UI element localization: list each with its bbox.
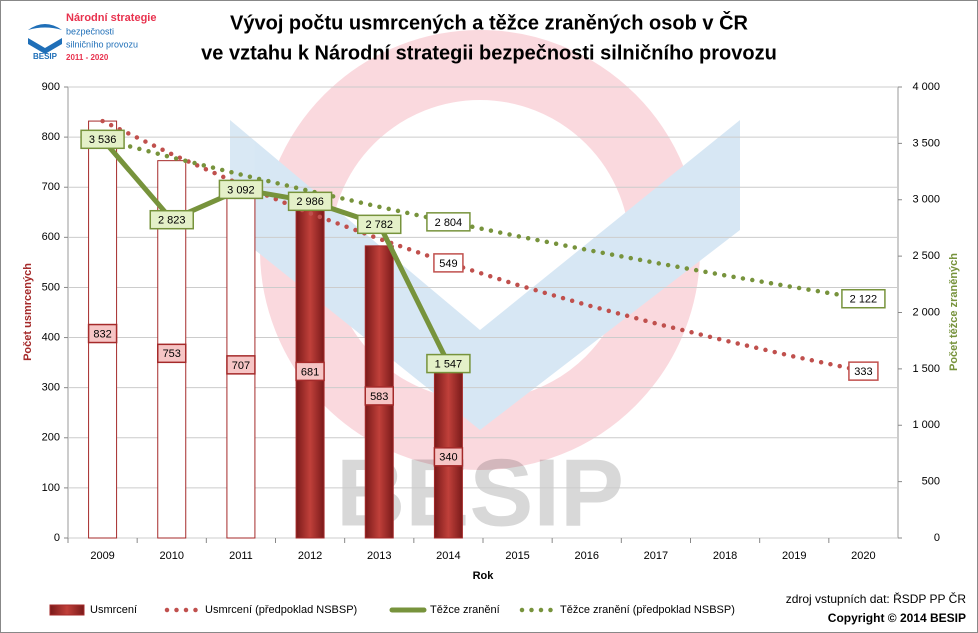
logo-line: bezpečnosti (66, 26, 114, 36)
logo: BESIP Národní strategie bezpečnosti siln… (28, 12, 156, 62)
y2-tick-label: 2 000 (912, 306, 940, 318)
legend-label: Usmrcení (90, 604, 137, 616)
data-label-box (149, 209, 194, 230)
chart-title: Vývoj počtu usmrcených a těžce zraněných… (230, 10, 748, 34)
dotted-line (100, 137, 866, 301)
y2-tick-label: 1 500 (912, 363, 940, 375)
line (100, 136, 451, 367)
logo-line: Národní strategie (66, 12, 156, 24)
y2-tick-label: 3 500 (912, 137, 940, 149)
chart-title: ve vztahu k Národní strategii bezpečnost… (201, 42, 777, 64)
y-tick-label: 400 (42, 331, 60, 343)
y2-tick-label: 4 000 (912, 81, 940, 93)
data-label: 3 536 (89, 134, 117, 146)
y2-tick-label: 1 000 (912, 419, 940, 431)
data-label: 340 (439, 452, 457, 464)
data-label-box (364, 386, 394, 406)
y-axis-label: Počet usmrcených (22, 263, 34, 361)
y-tick-label: 600 (42, 231, 60, 243)
data-label: 2 823 (158, 215, 186, 227)
logo-line: 2011 - 2020 (66, 53, 109, 62)
y-tick-label: 0 (54, 532, 60, 544)
source: zdroj vstupních dat: ŘSDP PP ČR (786, 591, 967, 606)
data-label-box (226, 355, 256, 375)
data-label: 707 (232, 360, 250, 372)
data-label-box (426, 212, 471, 232)
dotted-line (100, 118, 866, 374)
data-label-box (80, 129, 125, 150)
y-tick-label: 300 (42, 382, 60, 394)
x-tick-label: 2020 (851, 550, 875, 562)
data-label: 681 (301, 366, 319, 378)
y2-tick-label: 2 500 (912, 250, 940, 262)
x-tick-label: 2014 (436, 550, 460, 562)
y-tick-label: 500 (42, 281, 60, 293)
x-tick-label: 2017 (644, 550, 668, 562)
x-tick-label: 2012 (298, 550, 322, 562)
x-tick-label: 2013 (367, 550, 391, 562)
legend-label: Těžce zranění (předpoklad NSBSP) (560, 604, 735, 616)
x-tick-label: 2009 (90, 550, 114, 562)
data-label-box (426, 353, 471, 374)
x-tick-label: 2011 (229, 550, 253, 562)
logo-line: silničního provozu (66, 39, 138, 49)
y-tick-label: 100 (42, 482, 60, 494)
y-tick-label: 200 (42, 432, 60, 444)
copyright: Copyright © 2014 BESIP (828, 611, 966, 625)
y2-axis-label: Počet těžce zraněných (948, 253, 960, 371)
y2-tick-label: 500 (922, 476, 940, 488)
data-label: 2 782 (365, 219, 393, 231)
x-tick-label: 2019 (782, 550, 806, 562)
data-label: 2 122 (850, 294, 878, 306)
x-axis-label: Rok (473, 570, 495, 582)
data-label: 583 (370, 391, 388, 403)
data-label: 1 547 (435, 358, 463, 370)
data-label-box (433, 447, 464, 467)
data-label-box (295, 361, 325, 382)
data-label-box (157, 343, 187, 364)
y2-tick-label: 3 000 (912, 194, 940, 206)
y-tick-label: 800 (42, 131, 60, 143)
legend-label: Těžce zranění (430, 604, 500, 616)
x-tick-label: 2010 (160, 550, 184, 562)
data-label-box (87, 323, 118, 344)
data-label: 2 804 (435, 217, 463, 229)
data-label-box (287, 191, 333, 212)
data-label: 2 986 (296, 196, 324, 208)
data-label: 3 092 (227, 184, 255, 196)
data-label-box (218, 179, 264, 200)
x-tick-label: 2018 (713, 550, 737, 562)
logo-brand: BESIP (33, 52, 58, 61)
data-label: 753 (163, 348, 181, 360)
data-label-box (357, 214, 402, 235)
data-label: 549 (439, 258, 457, 270)
x-tick-label: 2016 (575, 550, 599, 562)
y-tick-label: 900 (42, 81, 60, 93)
legend-label: Usmrcení (předpoklad NSBSP) (205, 604, 357, 616)
y2-tick-label: 0 (934, 532, 940, 544)
data-label-box (848, 361, 879, 381)
data-label-box (433, 253, 464, 273)
x-tick-label: 2015 (505, 550, 529, 562)
data-label: 832 (93, 328, 111, 340)
legend-swatch (49, 604, 85, 616)
data-label: 333 (854, 366, 872, 378)
watermark-graphic (230, 30, 740, 470)
data-label-box (841, 288, 886, 309)
y-tick-label: 700 (42, 181, 60, 193)
